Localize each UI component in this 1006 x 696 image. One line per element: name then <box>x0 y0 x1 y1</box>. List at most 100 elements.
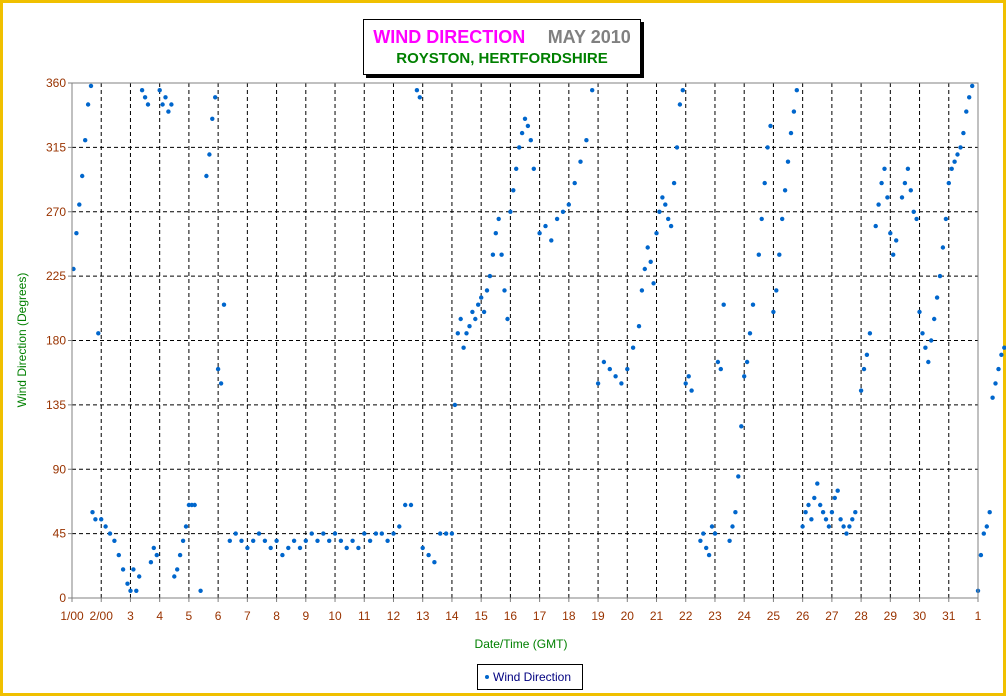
data-point <box>727 538 732 543</box>
data-point <box>572 180 577 186</box>
data-point <box>112 538 117 543</box>
data-point <box>823 517 829 522</box>
data-point <box>908 188 913 193</box>
data-point <box>487 273 493 279</box>
data-point <box>838 517 843 522</box>
data-point <box>227 538 232 543</box>
data-point <box>689 388 694 393</box>
x-tick-label: 19 <box>591 609 605 623</box>
data-point <box>990 395 995 400</box>
data-point <box>107 531 113 536</box>
data-point <box>142 95 148 100</box>
data-point <box>379 531 384 536</box>
data-point <box>788 130 794 136</box>
data-point <box>803 510 808 515</box>
data-point <box>967 95 972 100</box>
data-point <box>496 216 501 222</box>
data-point <box>891 252 896 257</box>
data-point <box>93 517 98 522</box>
x-tick-label: 9 <box>302 609 309 623</box>
data-point <box>438 531 443 536</box>
data-point <box>818 502 823 508</box>
x-tick-label: 27 <box>825 609 839 623</box>
data-point <box>85 102 91 107</box>
data-point <box>531 166 536 171</box>
data-point <box>873 223 878 229</box>
x-tick-label: 8 <box>273 609 280 623</box>
data-point <box>145 102 151 107</box>
data-point <box>467 324 472 329</box>
data-point <box>756 252 761 257</box>
data-point <box>96 331 101 336</box>
data-point <box>902 180 908 186</box>
data-point <box>470 309 475 315</box>
data-point <box>426 552 431 558</box>
data-point <box>806 502 811 508</box>
x-tick-label: 3 <box>127 609 134 623</box>
chart-subtitle: ROYSTON, HERTFORDSHIRE <box>396 50 608 67</box>
data-point <box>461 345 466 350</box>
x-tick-label: 26 <box>796 609 810 623</box>
axes <box>71 82 979 599</box>
data-point <box>245 545 250 551</box>
data-point <box>651 281 656 286</box>
x-tick-label: 15 <box>474 609 488 623</box>
data-point <box>417 95 422 100</box>
data-point <box>175 567 180 572</box>
data-point <box>794 88 799 93</box>
data-point <box>812 495 817 501</box>
data-point <box>455 331 460 336</box>
data-point <box>344 545 349 551</box>
data-point <box>566 202 571 207</box>
data-points <box>71 83 1006 593</box>
data-point <box>508 209 513 214</box>
data-point <box>800 524 805 529</box>
chart-title: WIND DIRECTION <box>373 27 526 47</box>
x-tick-label: 11 <box>358 609 371 623</box>
data-point <box>666 216 671 222</box>
data-point <box>476 302 481 307</box>
data-point <box>367 538 373 543</box>
y-tick-label: 270 <box>46 205 66 219</box>
data-point <box>920 331 925 336</box>
y-axis-label: Wind Direction (Degrees) <box>15 273 29 408</box>
data-point <box>183 524 189 529</box>
y-tick-label: 315 <box>46 140 66 154</box>
x-tick-label: 6 <box>215 609 222 623</box>
data-point <box>961 130 966 136</box>
data-point <box>981 531 986 536</box>
data-point <box>742 374 747 379</box>
data-point <box>879 180 884 186</box>
x-tick-label: 4 <box>156 609 163 623</box>
data-point <box>493 231 498 236</box>
plot-area-border <box>71 82 979 599</box>
data-point <box>177 552 183 558</box>
data-point <box>207 152 212 157</box>
x-tick-label: 5 <box>186 609 193 623</box>
data-point <box>218 381 224 386</box>
data-point <box>297 545 303 551</box>
data-point <box>815 481 820 486</box>
grid <box>68 82 979 602</box>
data-point <box>315 538 320 543</box>
data-point <box>835 488 840 493</box>
x-tick-labels: 1/00 2/00 3 4 5 6 7 8 9 10 11 12 13 14 15 16 17 18 19 20 21 2… <box>60 609 981 623</box>
data-point <box>584 138 589 143</box>
data-point <box>613 374 618 379</box>
data-point <box>917 309 922 315</box>
data-point <box>782 188 788 193</box>
data-point <box>911 209 916 214</box>
y-tick-label: 45 <box>53 527 67 541</box>
data-point <box>934 295 940 300</box>
x-tick-label: 13 <box>416 609 430 623</box>
x-tick-label: 18 <box>562 609 576 623</box>
data-point <box>180 538 186 543</box>
data-point <box>639 288 645 293</box>
data-point <box>645 245 650 250</box>
data-point <box>595 381 601 386</box>
data-point <box>701 531 706 536</box>
data-point <box>166 109 171 114</box>
data-point <box>528 138 533 143</box>
data-point <box>768 123 773 129</box>
